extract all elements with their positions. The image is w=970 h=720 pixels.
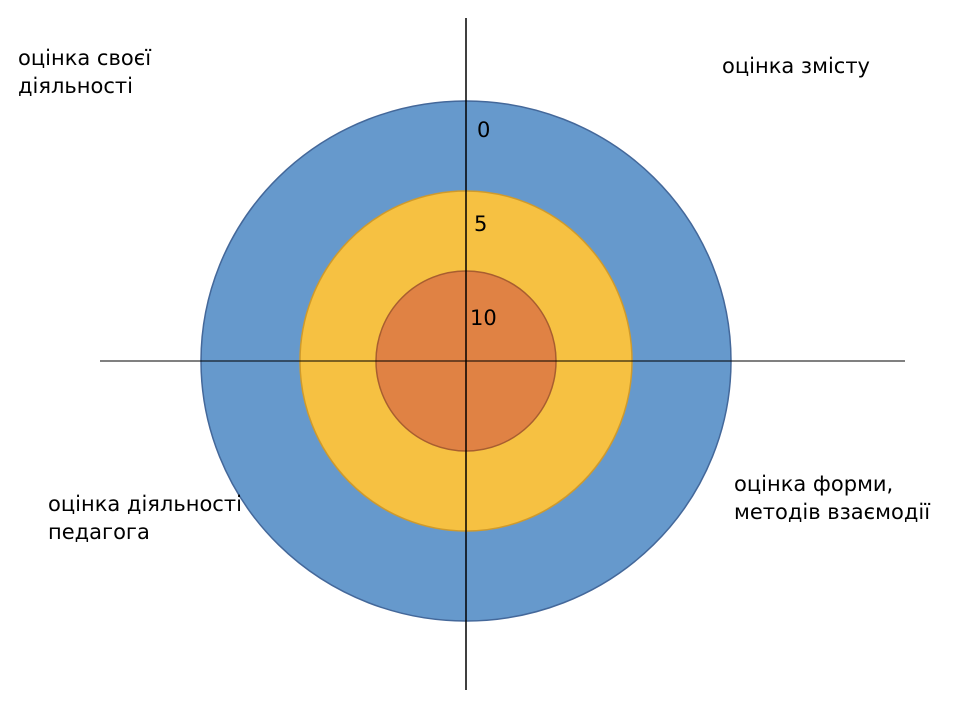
scale-label-inner: 10 [470,306,497,330]
label-line: методів взаємодії [734,500,931,524]
scale-label-outer: 0 [477,118,491,142]
label-line: оцінка змісту [722,54,870,78]
label-top-right: оцінка змісту [722,52,870,80]
label-line: оцінка діяльності [48,492,242,516]
label-bottom-right: оцінка форми, методів взаємодії [734,470,930,526]
label-line: педагога [48,520,150,544]
label-line: діяльності [18,74,133,98]
label-top-left: оцінка своєї діяльності [18,44,151,100]
label-bottom-left: оцінка діяльності педагога [48,490,242,546]
scale-label-middle: 5 [474,212,488,236]
label-line: оцінка форми, [734,472,894,496]
label-line: оцінка своєї [18,46,152,70]
